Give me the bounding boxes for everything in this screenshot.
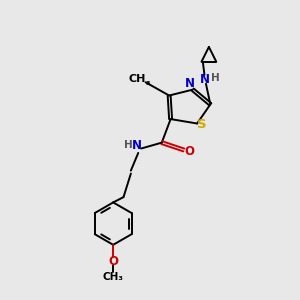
- Text: O: O: [108, 254, 118, 268]
- Text: CH₃: CH₃: [103, 272, 124, 282]
- Text: H: H: [211, 74, 220, 83]
- Text: S: S: [197, 118, 206, 131]
- Text: N: N: [200, 73, 209, 86]
- Text: H: H: [124, 140, 132, 150]
- Text: ₃: ₃: [145, 77, 150, 87]
- Text: O: O: [184, 145, 194, 158]
- Text: N: N: [132, 139, 142, 152]
- Text: N: N: [185, 77, 195, 90]
- Text: CH: CH: [128, 74, 146, 84]
